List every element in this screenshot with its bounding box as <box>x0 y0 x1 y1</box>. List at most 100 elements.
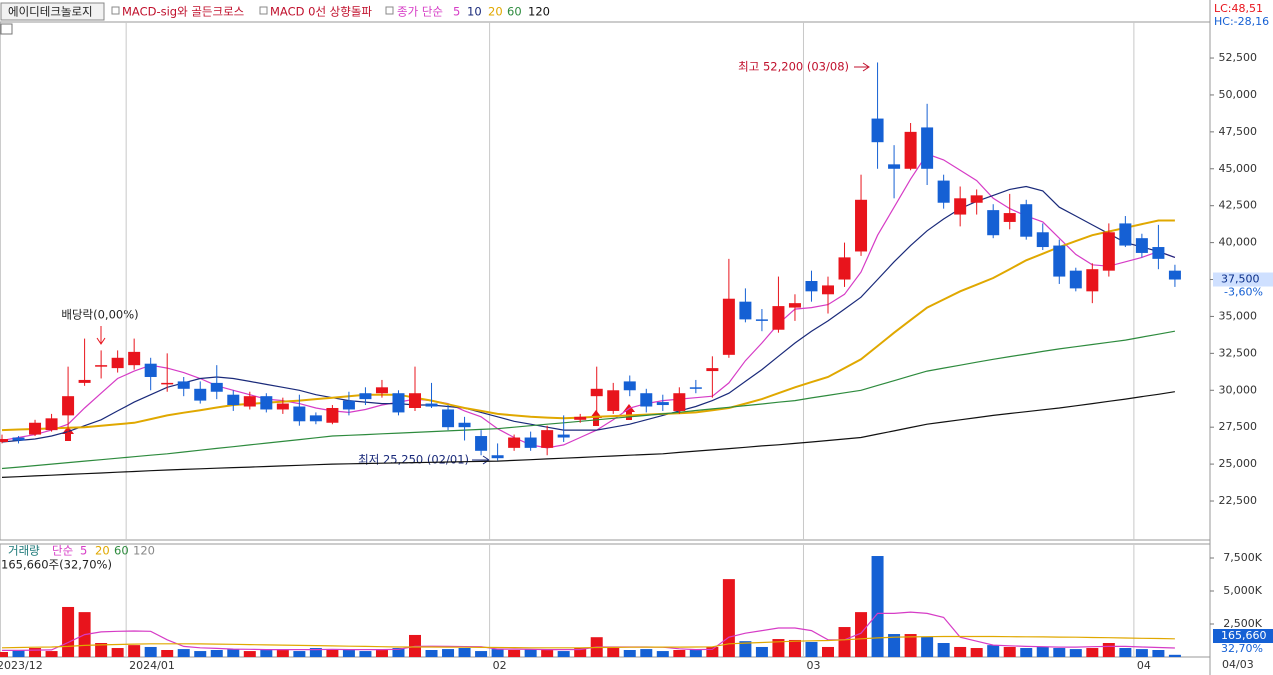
candle-body <box>293 406 306 422</box>
candle-body <box>475 436 488 451</box>
y-tick-label: 50,000 <box>1219 88 1258 101</box>
lc: LC:48,51 <box>1214 2 1263 15</box>
candle-body <box>722 298 735 355</box>
price-tag-box <box>1213 272 1273 287</box>
volume-bar <box>95 643 108 657</box>
volume-bar <box>375 650 388 657</box>
volume-bar <box>227 649 240 657</box>
volume-bar <box>260 650 273 657</box>
volume-bar <box>640 649 653 657</box>
candle-body <box>458 422 471 428</box>
y-tick-label: 25,000 <box>1219 457 1258 470</box>
candle-body <box>904 131 917 169</box>
volume-bar <box>838 627 851 657</box>
ma-line <box>1 219 1175 432</box>
candle-body <box>177 381 190 389</box>
volume-bar <box>276 649 289 657</box>
volume-bar <box>921 636 934 657</box>
x-tick-label: 2023/12 <box>0 659 43 672</box>
legend-entry: 5 <box>80 544 87 558</box>
candle-body <box>755 319 768 321</box>
candle-body <box>392 393 405 413</box>
volume-bar <box>574 648 587 657</box>
volume-bar <box>442 649 455 657</box>
candle-body <box>243 396 256 407</box>
legend-entry: 20 <box>488 5 503 19</box>
y-tick-label: 40,000 <box>1219 236 1258 249</box>
dividend-annotation: 배당락(0,00%) <box>61 308 138 322</box>
candle-body <box>788 303 801 308</box>
legend-entry: 120 <box>133 544 155 558</box>
candle-body <box>541 430 554 448</box>
candle-body <box>557 434 570 438</box>
ma-line <box>1 330 1176 470</box>
candle-body <box>640 393 653 407</box>
candle-body <box>772 306 785 330</box>
candle-body <box>144 363 157 377</box>
candle-body <box>260 396 273 410</box>
arrow <box>472 455 490 465</box>
y-tick-label: 22,500 <box>1219 494 1258 507</box>
candle-body <box>838 257 851 280</box>
candle-body <box>607 390 620 411</box>
volume-bar <box>739 641 752 657</box>
legend-entry: 60 <box>507 5 522 19</box>
volume-bar <box>1003 646 1016 657</box>
volume-bar <box>623 650 636 657</box>
volume-bar <box>1102 643 1115 657</box>
volume-bar <box>309 648 322 657</box>
arrow <box>96 326 106 345</box>
volume-bar <box>772 639 785 657</box>
candle-body <box>1036 232 1049 248</box>
volume-bar <box>954 646 967 657</box>
volume-bar <box>1086 648 1099 657</box>
y-tick-label: 5,000K <box>1223 584 1262 597</box>
volume-bar <box>1168 654 1181 657</box>
volume-bar <box>1069 649 1082 657</box>
volume-bar <box>656 651 669 657</box>
volume-bar <box>491 649 504 657</box>
candle-body <box>45 418 58 431</box>
volume-bar <box>904 634 917 657</box>
volume-bar <box>508 650 521 657</box>
candle-body <box>0 438 8 442</box>
low-annotation: 최저 25,250 (02/01) <box>358 453 469 467</box>
stock-box[interactable] <box>0 2 105 21</box>
candle-body <box>276 403 289 410</box>
volume-bar <box>425 650 438 657</box>
volume-bar <box>1119 648 1132 657</box>
volume-bar <box>161 650 174 657</box>
volume-tag-box <box>1213 629 1273 643</box>
volume-bar <box>458 648 471 657</box>
volume-title: 거래량 <box>8 544 40 558</box>
candle-body <box>656 402 669 406</box>
legend-label: 종가 단순 <box>397 5 443 19</box>
candle-body <box>227 394 240 406</box>
y-tick-label: 7,500K <box>1223 551 1262 564</box>
candle-body <box>491 455 504 459</box>
candle-body <box>673 393 686 411</box>
candle-body <box>805 281 818 292</box>
volume-bar <box>29 648 42 657</box>
grid-icon[interactable] <box>0 23 13 35</box>
candle-body <box>1168 270 1181 280</box>
candle-body <box>987 210 1000 236</box>
candle-body <box>1003 213 1016 222</box>
candle-body <box>1053 245 1066 277</box>
volume-bar <box>392 648 405 657</box>
volume-bar <box>359 651 372 657</box>
candle-body <box>888 164 901 169</box>
candle-body <box>29 422 42 435</box>
volume-bar <box>970 648 983 657</box>
candle-body <box>62 396 75 416</box>
candle-body <box>590 388 603 397</box>
volume-bar <box>45 651 58 657</box>
volume-bar <box>987 645 1000 657</box>
ma-line <box>1 391 1175 478</box>
candle-body <box>359 393 372 400</box>
candle-body <box>128 351 141 366</box>
volume-bar <box>62 606 75 657</box>
volume-bar <box>0 651 8 657</box>
volume-bar <box>788 639 801 657</box>
y-tick-label: 2,500K <box>1223 617 1262 630</box>
